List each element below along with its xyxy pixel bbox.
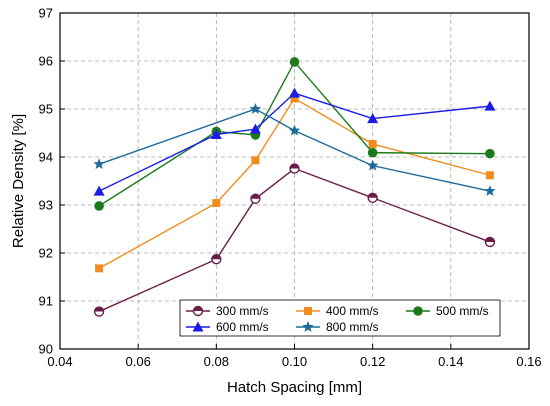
x-tick-label: 0.10: [282, 354, 307, 369]
data-point: [485, 148, 495, 159]
data-point: [484, 236, 496, 248]
data-point: [288, 124, 301, 136]
data-point: [289, 57, 300, 67]
y-tick-label: 95: [39, 102, 53, 117]
data-point: [249, 103, 262, 114]
x-tick-label: 0.12: [360, 354, 385, 369]
data-point: [93, 158, 105, 170]
data-point: [94, 201, 104, 211]
series-line-4: [98, 92, 490, 192]
series-line-1: [98, 167, 491, 313]
legend-marker: [192, 305, 204, 317]
data-point: [368, 140, 377, 149]
series-group: [93, 57, 496, 317]
y-tick-label: 91: [39, 294, 53, 309]
legend-label: 500 mm/s: [436, 304, 489, 318]
legend-label: 600 mm/s: [216, 320, 269, 334]
data-point: [484, 100, 496, 111]
legend-label: 300 mm/s: [216, 304, 269, 318]
legend-item: 300 mm/s: [186, 304, 269, 318]
y-tick-label: 96: [39, 54, 53, 69]
data-point: [289, 163, 300, 174]
y-tick-label: 90: [39, 342, 53, 357]
y-tick-label: 94: [39, 150, 53, 165]
y-tick-label: 92: [39, 246, 53, 261]
legend-box: [179, 299, 501, 337]
y-axis-title: Relative Density [%]: [10, 114, 27, 248]
y-tick-label: 97: [39, 6, 53, 21]
legend-item: 400 mm/s: [296, 304, 379, 318]
x-axis-title: Hatch Spacing [mm]: [227, 379, 362, 396]
x-tick-label: 0.16: [516, 354, 541, 369]
data-point: [484, 185, 496, 196]
data-point: [250, 193, 261, 204]
legend-marker: [302, 321, 314, 332]
data-point: [210, 128, 222, 139]
axis-ticks: 0.04 0.06 0.08 0.10 0.12 0.14 0.16 90 91 92 93 94 95…: [39, 6, 542, 370]
data-point: [93, 185, 105, 196]
data-point: [367, 192, 378, 204]
data-point: [211, 254, 222, 265]
legend-item: 600 mm/s: [186, 320, 269, 334]
data-point: [95, 264, 104, 273]
legend-marker: [304, 307, 312, 315]
data-point: [289, 87, 300, 98]
legend-marker: [192, 321, 204, 332]
data-point: [290, 94, 299, 103]
data-point: [367, 113, 379, 124]
legend-item: 800 mm/s: [296, 320, 379, 334]
legend-label: 800 mm/s: [326, 320, 379, 334]
legend-item: 500 mm/s: [406, 304, 489, 318]
x-tick-label: 0.04: [47, 354, 72, 369]
data-point: [212, 199, 221, 208]
x-tick-label: 0.14: [438, 354, 463, 369]
x-tick-label: 0.06: [126, 354, 151, 369]
data-point: [367, 147, 378, 158]
data-point: [249, 123, 261, 134]
legend-label: 400 mm/s: [326, 304, 379, 318]
data-point: [485, 171, 494, 180]
series-line-2: [98, 97, 491, 269]
x-tick-label: 0.08: [204, 354, 229, 369]
data-point: [366, 159, 379, 171]
data-point: [93, 306, 105, 317]
data-point: [251, 156, 260, 165]
legend-marker: [413, 306, 423, 316]
legend: 300 mm/s 400 mm/s 500 mm/s 600 mm/s 800 mm/s: [179, 299, 501, 337]
y-tick-label: 93: [39, 198, 53, 213]
